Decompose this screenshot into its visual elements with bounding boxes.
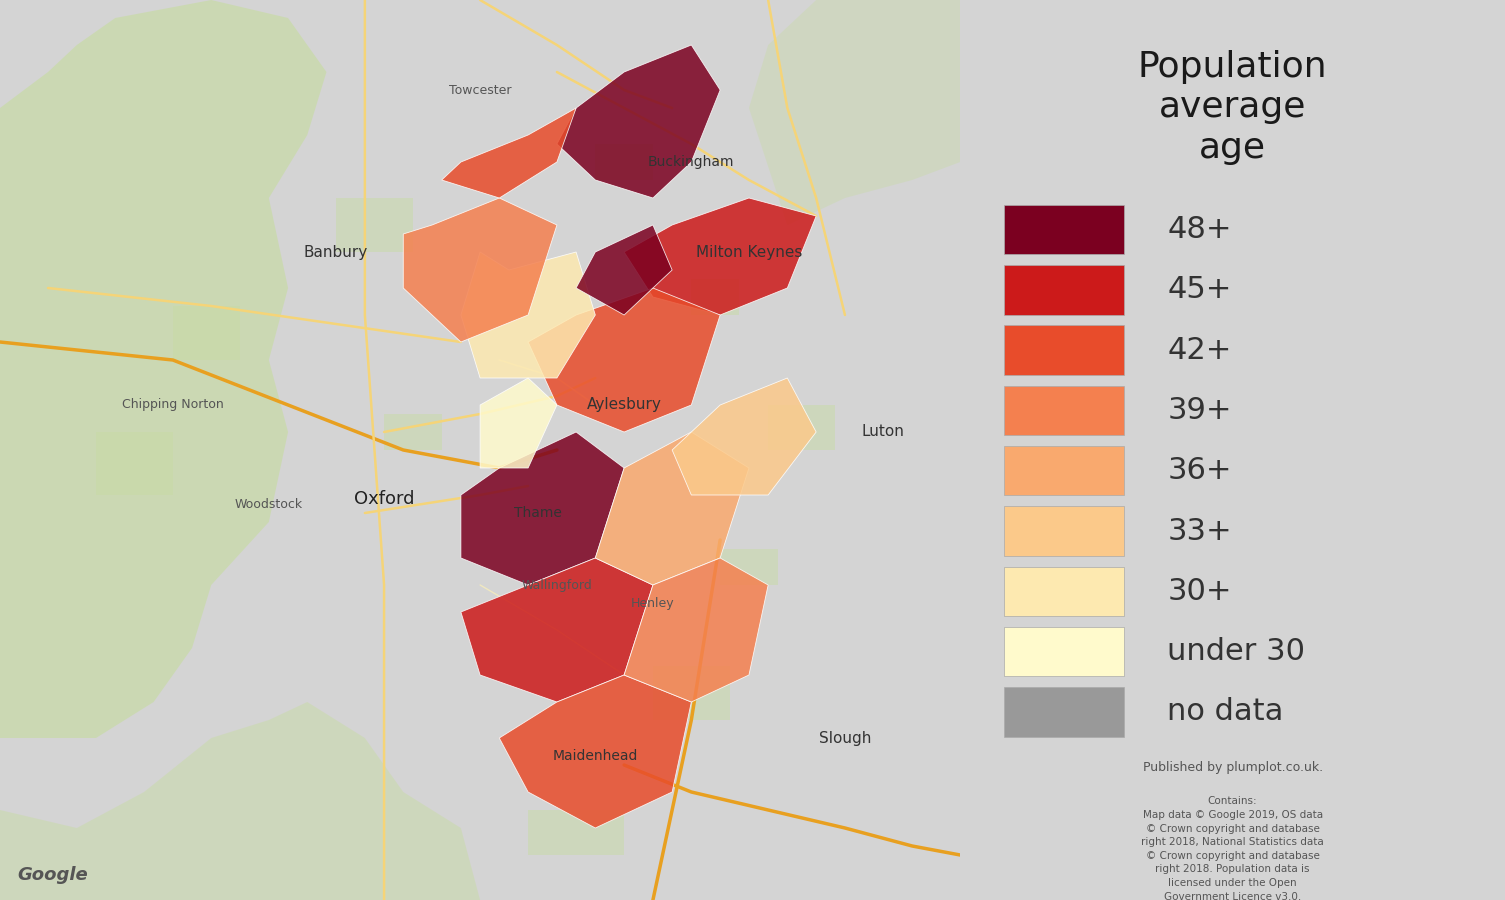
Polygon shape bbox=[625, 558, 768, 702]
Bar bbox=[1004, 326, 1124, 374]
Polygon shape bbox=[557, 45, 721, 198]
Bar bbox=[721, 549, 778, 585]
Text: 30+: 30+ bbox=[1168, 577, 1231, 606]
Polygon shape bbox=[749, 0, 960, 225]
Bar bbox=[1004, 385, 1124, 435]
Polygon shape bbox=[576, 225, 673, 315]
Bar bbox=[1004, 266, 1124, 315]
Bar bbox=[1004, 446, 1124, 495]
Bar bbox=[768, 405, 835, 450]
Text: Maidenhead: Maidenhead bbox=[552, 749, 638, 763]
Bar bbox=[596, 144, 653, 180]
Polygon shape bbox=[673, 378, 816, 495]
Bar bbox=[691, 279, 739, 315]
Text: Oxford: Oxford bbox=[354, 491, 414, 508]
Bar bbox=[653, 666, 730, 720]
Text: Buckingham: Buckingham bbox=[649, 155, 734, 169]
Text: Thame: Thame bbox=[513, 506, 561, 520]
Bar bbox=[528, 810, 625, 855]
Bar bbox=[96, 432, 173, 495]
Text: 45+: 45+ bbox=[1168, 275, 1231, 304]
Text: Milton Keynes: Milton Keynes bbox=[695, 245, 802, 259]
Polygon shape bbox=[480, 378, 557, 468]
Text: under 30: under 30 bbox=[1168, 637, 1305, 666]
Polygon shape bbox=[403, 198, 557, 342]
Bar bbox=[384, 414, 441, 450]
Text: Chipping Norton: Chipping Norton bbox=[122, 399, 224, 411]
Bar bbox=[1004, 626, 1124, 677]
Text: 39+: 39+ bbox=[1168, 396, 1231, 425]
Bar bbox=[1004, 205, 1124, 254]
Bar bbox=[1004, 688, 1124, 736]
Text: Wallingford: Wallingford bbox=[522, 579, 593, 591]
Polygon shape bbox=[0, 702, 480, 900]
Text: Woodstock: Woodstock bbox=[235, 498, 303, 510]
Polygon shape bbox=[500, 675, 691, 828]
Text: Google: Google bbox=[17, 866, 87, 884]
Polygon shape bbox=[461, 432, 625, 585]
Polygon shape bbox=[0, 0, 327, 738]
Polygon shape bbox=[441, 108, 576, 198]
Polygon shape bbox=[625, 198, 816, 315]
Text: Towcester: Towcester bbox=[448, 84, 512, 96]
Text: Banbury: Banbury bbox=[304, 245, 369, 259]
Text: Slough: Slough bbox=[819, 731, 871, 745]
Text: 48+: 48+ bbox=[1168, 215, 1231, 244]
Text: Contains:
Map data © Google 2019, OS data
© Crown copyright and database
right 2: Contains: Map data © Google 2019, OS dat… bbox=[1141, 796, 1324, 900]
Text: Luton: Luton bbox=[862, 425, 905, 439]
Bar bbox=[336, 198, 412, 252]
Polygon shape bbox=[528, 288, 721, 432]
Bar bbox=[1004, 567, 1124, 616]
Polygon shape bbox=[461, 558, 653, 702]
Text: Population
average
age: Population average age bbox=[1138, 50, 1327, 165]
Bar bbox=[1004, 506, 1124, 556]
Text: 36+: 36+ bbox=[1168, 456, 1231, 485]
Polygon shape bbox=[461, 252, 596, 378]
Text: no data: no data bbox=[1168, 698, 1284, 726]
Text: Aylesbury: Aylesbury bbox=[587, 398, 662, 412]
Bar bbox=[173, 306, 241, 360]
Text: 33+: 33+ bbox=[1168, 517, 1233, 545]
Text: Henley: Henley bbox=[631, 597, 674, 609]
Polygon shape bbox=[596, 432, 749, 585]
Text: Published by plumplot.co.uk.: Published by plumplot.co.uk. bbox=[1142, 760, 1323, 773]
Text: 42+: 42+ bbox=[1168, 336, 1231, 364]
